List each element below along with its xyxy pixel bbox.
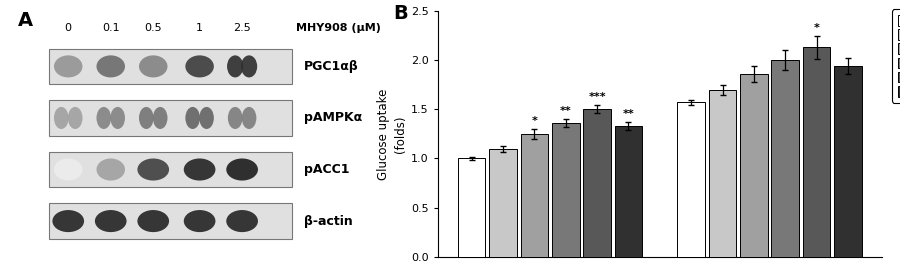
Ellipse shape bbox=[139, 55, 167, 78]
Ellipse shape bbox=[242, 107, 256, 129]
Ellipse shape bbox=[94, 210, 127, 232]
Ellipse shape bbox=[228, 107, 242, 129]
Bar bbox=[490, 149, 517, 257]
Bar bbox=[552, 123, 580, 257]
Ellipse shape bbox=[227, 55, 243, 78]
Ellipse shape bbox=[138, 210, 169, 232]
Bar bbox=[708, 90, 736, 257]
Text: B: B bbox=[393, 4, 408, 23]
Text: β-actin: β-actin bbox=[304, 215, 353, 228]
Bar bbox=[583, 109, 611, 257]
Ellipse shape bbox=[68, 107, 83, 129]
Ellipse shape bbox=[184, 210, 215, 232]
Text: 2.5: 2.5 bbox=[233, 23, 251, 33]
Text: 0.5: 0.5 bbox=[144, 23, 162, 33]
Bar bbox=[49, 49, 292, 84]
Text: **: ** bbox=[623, 109, 634, 119]
Text: ***: *** bbox=[589, 93, 606, 102]
Ellipse shape bbox=[226, 158, 258, 181]
Bar bbox=[803, 47, 831, 257]
Ellipse shape bbox=[139, 107, 154, 129]
Text: PGC1αβ: PGC1αβ bbox=[304, 60, 359, 73]
Bar bbox=[615, 126, 643, 257]
Text: 1: 1 bbox=[196, 23, 203, 33]
Ellipse shape bbox=[54, 107, 68, 129]
Text: pACC1: pACC1 bbox=[304, 163, 349, 176]
Bar bbox=[49, 152, 292, 187]
Ellipse shape bbox=[199, 107, 214, 129]
Ellipse shape bbox=[185, 55, 214, 78]
Ellipse shape bbox=[96, 55, 125, 78]
Bar bbox=[740, 74, 768, 257]
Bar bbox=[834, 66, 862, 257]
Text: 0: 0 bbox=[65, 23, 72, 33]
Text: **: ** bbox=[560, 106, 572, 116]
Ellipse shape bbox=[185, 107, 200, 129]
Bar bbox=[458, 158, 485, 257]
Bar bbox=[49, 203, 292, 239]
Text: *: * bbox=[531, 116, 537, 126]
Y-axis label: Glucose uptake
(folds): Glucose uptake (folds) bbox=[377, 88, 407, 180]
Ellipse shape bbox=[96, 107, 111, 129]
Text: pAMPKα: pAMPKα bbox=[304, 112, 362, 124]
Legend: Veh, 0.1, 0.5, 1.0, 2.5, 10.0: Veh, 0.1, 0.5, 1.0, 2.5, 10.0 bbox=[892, 9, 900, 103]
Ellipse shape bbox=[241, 55, 257, 78]
Ellipse shape bbox=[153, 107, 167, 129]
Bar bbox=[678, 102, 705, 257]
Bar bbox=[771, 60, 799, 257]
Text: MHY908 (μM): MHY908 (μM) bbox=[296, 23, 381, 33]
Text: *: * bbox=[814, 23, 820, 33]
Ellipse shape bbox=[111, 107, 125, 129]
Ellipse shape bbox=[226, 210, 258, 232]
Text: A: A bbox=[18, 11, 33, 30]
Ellipse shape bbox=[54, 55, 83, 78]
Ellipse shape bbox=[54, 158, 83, 181]
Text: 0.1: 0.1 bbox=[102, 23, 120, 33]
Bar bbox=[49, 100, 292, 136]
Bar bbox=[520, 134, 548, 257]
Ellipse shape bbox=[96, 158, 125, 181]
Ellipse shape bbox=[52, 210, 84, 232]
Ellipse shape bbox=[138, 158, 169, 181]
Ellipse shape bbox=[184, 158, 215, 181]
